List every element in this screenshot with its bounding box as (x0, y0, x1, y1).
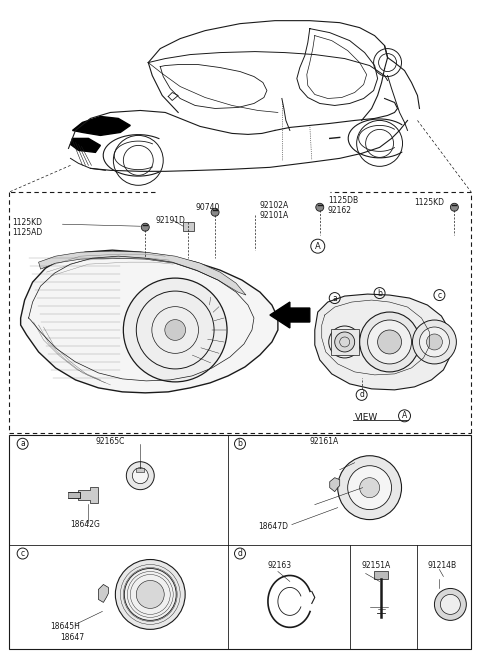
Circle shape (412, 320, 456, 364)
Text: 92163: 92163 (268, 561, 292, 570)
Text: 92161A: 92161A (310, 438, 339, 446)
Circle shape (450, 203, 458, 212)
Circle shape (329, 326, 360, 358)
Circle shape (211, 208, 219, 216)
Text: 92162: 92162 (328, 206, 352, 215)
Text: 90740: 90740 (195, 203, 219, 212)
Circle shape (338, 456, 402, 520)
Text: 91214B: 91214B (428, 561, 456, 570)
Text: 18645H: 18645H (50, 622, 81, 631)
Text: 1125KD: 1125KD (12, 217, 43, 227)
Text: 1125AD: 1125AD (12, 228, 43, 237)
Polygon shape (98, 585, 108, 602)
Circle shape (340, 337, 350, 347)
FancyBboxPatch shape (9, 435, 471, 649)
Circle shape (420, 327, 449, 357)
Circle shape (434, 589, 467, 620)
Polygon shape (38, 251, 246, 295)
Circle shape (360, 478, 380, 497)
Text: VIEW: VIEW (355, 413, 378, 422)
Circle shape (165, 319, 186, 340)
Polygon shape (72, 116, 130, 135)
Circle shape (123, 278, 227, 382)
Polygon shape (136, 468, 144, 472)
Polygon shape (373, 572, 387, 579)
Text: 92102A: 92102A (260, 201, 289, 210)
Polygon shape (71, 139, 100, 152)
Text: A: A (402, 411, 407, 420)
Text: c: c (437, 290, 442, 300)
FancyBboxPatch shape (183, 221, 193, 231)
Circle shape (124, 568, 176, 620)
Text: b: b (377, 288, 382, 298)
FancyBboxPatch shape (331, 329, 359, 355)
Circle shape (136, 581, 164, 608)
Text: 92101A: 92101A (260, 211, 289, 219)
Text: 92151A: 92151A (361, 561, 391, 570)
Circle shape (335, 332, 355, 352)
Polygon shape (330, 478, 340, 491)
Text: 18647: 18647 (60, 633, 84, 642)
Circle shape (368, 320, 411, 364)
Polygon shape (21, 250, 278, 393)
Polygon shape (69, 491, 81, 497)
Polygon shape (270, 302, 310, 328)
Text: d: d (238, 549, 242, 558)
Circle shape (360, 312, 420, 372)
Circle shape (348, 466, 392, 510)
Polygon shape (315, 294, 451, 390)
Circle shape (378, 330, 402, 354)
Text: 1125DB: 1125DB (328, 196, 358, 205)
Text: b: b (238, 440, 242, 448)
Text: 18647D: 18647D (258, 522, 288, 531)
Polygon shape (78, 487, 98, 503)
Circle shape (426, 334, 443, 350)
Text: A: A (315, 242, 321, 251)
Circle shape (141, 223, 149, 231)
Text: d: d (359, 390, 364, 399)
Circle shape (316, 203, 324, 212)
Text: 92191D: 92191D (155, 215, 185, 225)
Text: a: a (20, 440, 25, 448)
Text: 92165C: 92165C (96, 438, 125, 446)
Circle shape (441, 595, 460, 614)
Circle shape (132, 468, 148, 484)
Circle shape (126, 462, 154, 489)
Text: 1125KD: 1125KD (415, 198, 444, 207)
Text: 18642G: 18642G (71, 520, 100, 529)
Circle shape (115, 560, 185, 629)
Text: a: a (332, 294, 337, 303)
Text: c: c (21, 549, 24, 558)
